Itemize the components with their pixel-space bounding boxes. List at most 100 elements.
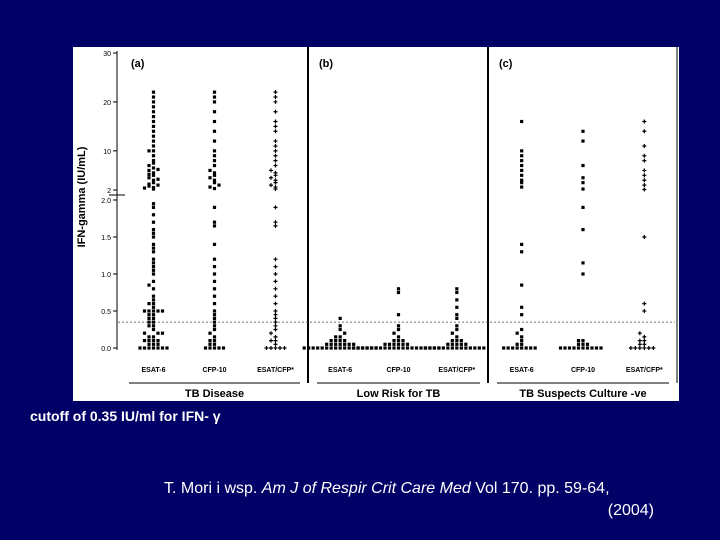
data-point (529, 346, 533, 350)
category-label: ESAT/CFP* (438, 367, 475, 374)
data-point (273, 342, 278, 347)
data-point (212, 335, 217, 339)
data-point (151, 129, 156, 133)
data-point (151, 124, 156, 128)
data-point (599, 346, 603, 350)
data-point (151, 294, 156, 298)
data-point (273, 158, 278, 163)
data-point (581, 346, 585, 350)
data-point (212, 320, 217, 324)
data-point (365, 346, 369, 350)
data-point (642, 301, 647, 306)
data-point (311, 346, 315, 350)
data-point (642, 178, 647, 183)
data-point (273, 257, 278, 262)
data-point (212, 309, 217, 313)
data-point (151, 320, 156, 324)
data-point (642, 153, 647, 158)
data-point (464, 346, 468, 350)
data-point (401, 342, 405, 346)
data-point (221, 346, 226, 350)
data-point (414, 346, 419, 350)
data-point (212, 294, 217, 298)
data-point (511, 346, 515, 350)
data-point (633, 346, 638, 350)
data-point (329, 346, 333, 350)
data-point (581, 181, 585, 185)
data-point (151, 316, 156, 320)
data-point (273, 143, 278, 148)
data-point (343, 339, 347, 343)
data-point (506, 346, 510, 350)
data-point (273, 90, 278, 95)
data-point (212, 242, 217, 246)
data-point (273, 129, 278, 134)
data-point (151, 100, 156, 104)
data-point (432, 346, 436, 350)
data-point (581, 228, 585, 232)
data-point (642, 173, 647, 178)
data-point (212, 272, 217, 276)
data-point (212, 205, 217, 209)
data-point (151, 246, 156, 250)
data-point (273, 338, 278, 343)
data-point (212, 224, 217, 228)
data-point (581, 176, 585, 180)
data-point (334, 342, 338, 346)
data-point (151, 161, 156, 165)
data-point (142, 309, 147, 313)
data-point (585, 346, 590, 350)
data-point (329, 342, 333, 346)
data-point (334, 346, 338, 350)
data-point (212, 129, 217, 133)
y-tick-label: 2 (107, 188, 111, 195)
data-point (423, 346, 427, 350)
data-point (273, 124, 278, 129)
data-point (208, 339, 212, 343)
data-point (455, 313, 459, 317)
data-point (450, 342, 454, 346)
data-point (273, 220, 278, 225)
data-point (151, 166, 156, 170)
data-point (212, 265, 217, 269)
data-point (273, 301, 278, 306)
cutoff-note: cutoff of 0.35 IU/ml for IFN- γ (30, 408, 221, 424)
data-point (520, 181, 524, 185)
data-point (347, 346, 351, 350)
data-point (642, 119, 647, 124)
data-point (520, 242, 524, 246)
data-point (520, 185, 524, 189)
data-point (642, 309, 647, 313)
data-point (581, 342, 585, 346)
data-point (151, 119, 156, 124)
data-point (273, 312, 278, 317)
data-point (651, 346, 656, 350)
data-point (147, 309, 151, 313)
data-point (520, 119, 524, 124)
data-point (338, 324, 342, 328)
data-point (151, 268, 156, 272)
data-point (637, 346, 642, 350)
data-point (515, 346, 519, 350)
data-point (147, 302, 151, 306)
data-point (378, 346, 383, 350)
data-point (273, 178, 278, 183)
data-point (405, 342, 410, 346)
data-point (151, 105, 156, 109)
data-point (147, 163, 151, 168)
data-point (343, 342, 347, 346)
data-point (151, 173, 156, 177)
data-point (581, 163, 585, 168)
data-point (637, 331, 642, 336)
data-point (151, 149, 156, 153)
data-point (273, 139, 278, 144)
data-point (464, 342, 468, 346)
data-point (642, 168, 647, 173)
data-point (343, 331, 347, 335)
data-point (581, 187, 585, 191)
data-point (581, 205, 585, 209)
data-point (455, 290, 459, 295)
data-point (151, 231, 156, 235)
data-point (203, 346, 208, 350)
category-label: ESAT-6 (510, 367, 534, 374)
